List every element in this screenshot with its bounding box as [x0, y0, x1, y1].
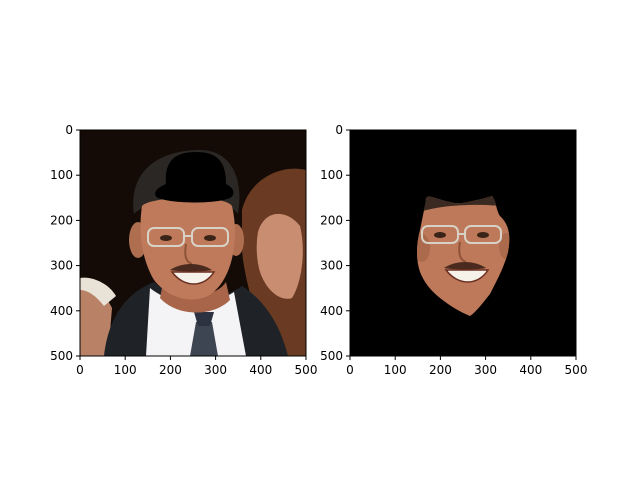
- segmentation-panel: [350, 130, 576, 356]
- left-x-tick-label: 300: [204, 363, 227, 377]
- photo-panel: [80, 130, 306, 356]
- right-x-tick-label: 200: [429, 363, 452, 377]
- right-x-tick-label: 300: [474, 363, 497, 377]
- right-x-tick-label: 0: [346, 363, 354, 377]
- right-y-tick-label: 500: [320, 349, 343, 363]
- left-axes-frame: [79, 129, 307, 357]
- right-y-tick-label: 400: [320, 304, 343, 318]
- right-x-tick-label: 500: [565, 363, 588, 377]
- left-y-tick-label: 100: [50, 168, 73, 182]
- right-y-tick-label: 200: [320, 213, 343, 227]
- left-y-tick-label: 400: [50, 304, 73, 318]
- left-y-tick-label: 200: [50, 213, 73, 227]
- left-x-tick-label: 500: [295, 363, 318, 377]
- left-x-tick-label: 0: [76, 363, 84, 377]
- right-y-tick-label: 300: [320, 259, 343, 273]
- left-y-tick-label: 0: [65, 123, 73, 137]
- left-y-tick-label: 300: [50, 259, 73, 273]
- right-axes-frame: [349, 129, 577, 357]
- right-y-tick-label: 100: [320, 168, 343, 182]
- right-x-tick-label: 400: [519, 363, 542, 377]
- right-x-tick-label: 100: [384, 363, 407, 377]
- left-x-tick-label: 400: [249, 363, 272, 377]
- left-x-tick-label: 100: [114, 363, 137, 377]
- left-y-tick-label: 500: [50, 349, 73, 363]
- left-x-tick-label: 200: [159, 363, 182, 377]
- right-y-tick-label: 0: [335, 123, 343, 137]
